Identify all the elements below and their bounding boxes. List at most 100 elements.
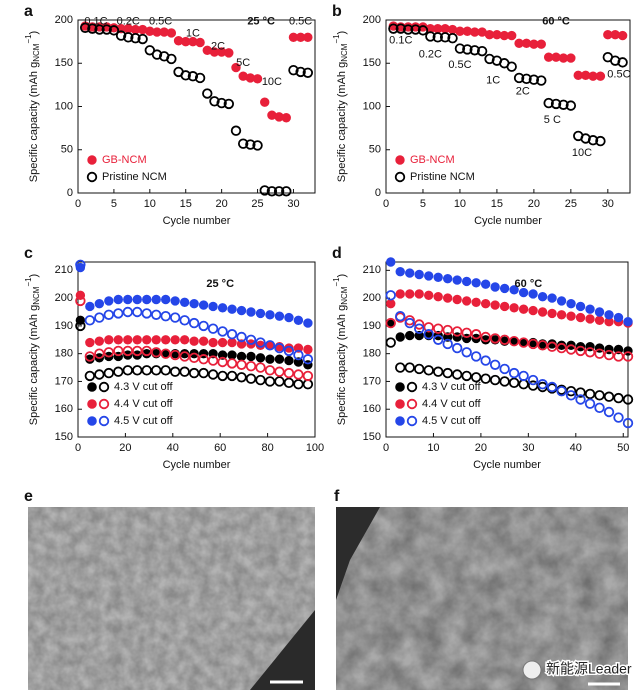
point: [288, 64, 299, 76]
chart: d 0 10 20 30 40 50 150 160 170 180 190 200 210 Cycle n…: [332, 245, 634, 471]
legend-marker: [395, 416, 405, 426]
point: [442, 273, 453, 284]
open-point: [575, 387, 586, 398]
panel-label: f: [334, 488, 340, 505]
legend-label: 4.4 V cut off: [114, 398, 173, 410]
point: [230, 125, 242, 136]
open-point: [94, 312, 105, 323]
x-tick-label: 5: [420, 198, 426, 210]
watermark-icon: [522, 660, 542, 680]
legend-marker: [406, 415, 418, 427]
open-point: [622, 351, 634, 362]
x-tick-label: 0: [383, 442, 389, 454]
point: [499, 301, 510, 312]
x-tick-label: 0: [75, 198, 81, 210]
y-axis-label-text: Specific capacity (mAh g: [336, 62, 348, 182]
open-point: [132, 306, 143, 318]
open-point: [283, 367, 295, 379]
y-axis-label-sup: −1: [332, 34, 341, 44]
open-point: [499, 376, 510, 387]
point: [113, 335, 123, 345]
point: [452, 275, 462, 285]
open-point: [451, 342, 463, 354]
x-tick-label: 30: [522, 442, 534, 454]
point: [236, 339, 247, 349]
legend-label: Pristine NCM: [102, 171, 167, 183]
point: [87, 23, 98, 34]
open-point: [302, 370, 314, 382]
open-point: [226, 329, 238, 340]
open-point: [527, 338, 539, 350]
point: [166, 53, 177, 65]
y-tick-label: 190: [55, 320, 73, 332]
open-point: [132, 365, 143, 376]
point: [227, 337, 237, 348]
point: [537, 292, 548, 302]
open-point: [470, 329, 482, 340]
legend-label: 4.5 V cut off: [114, 415, 173, 427]
open-point: [84, 351, 96, 362]
point: [198, 336, 209, 346]
point: [75, 262, 86, 273]
annotation: 25 °C: [247, 16, 275, 28]
open-point: [594, 402, 605, 414]
point: [246, 351, 256, 362]
open-point: [94, 348, 105, 359]
point: [414, 269, 424, 280]
point: [223, 98, 235, 110]
point: [217, 303, 228, 313]
point: [266, 186, 278, 197]
x-tick-label: 80: [261, 442, 273, 454]
point: [613, 312, 624, 323]
point: [85, 301, 95, 312]
point: [536, 39, 546, 49]
open-point: [198, 320, 209, 332]
legend-marker: [98, 415, 110, 427]
point: [274, 354, 285, 364]
point: [94, 24, 105, 35]
point: [454, 43, 466, 54]
legend-marker: [87, 382, 97, 392]
point: [79, 22, 91, 33]
y-tick-label: 180: [363, 348, 381, 360]
open-point: [385, 337, 396, 348]
y-axis-label-sub: NCM: [32, 286, 41, 305]
open-point: [169, 349, 181, 361]
point: [617, 57, 628, 68]
point: [224, 48, 234, 58]
open-point: [151, 365, 162, 376]
point: [101, 24, 112, 35]
open-point: [404, 317, 415, 329]
open-point: [584, 398, 596, 409]
point: [490, 282, 500, 292]
point: [442, 293, 453, 303]
annotation: 25 °C: [206, 278, 234, 290]
open-point: [603, 391, 615, 402]
x-axis-label: Cycle number: [474, 215, 542, 227]
open-point: [432, 366, 444, 377]
y-axis-label: Specific capacity (mAh gNCM−1): [332, 31, 349, 182]
point: [189, 298, 199, 309]
point: [208, 337, 218, 348]
open-point: [414, 363, 425, 375]
y-tick-label: 200: [55, 292, 73, 304]
chart: a 0 5 10 15 20 25 30 0 50 100 150 200 Cycle number Spe…: [24, 3, 316, 227]
legend-marker: [98, 398, 110, 410]
point: [151, 294, 161, 305]
open-point: [603, 349, 615, 361]
watermark: 新能源Leader: [546, 661, 632, 677]
y-tick-label: 160: [55, 403, 73, 415]
y-tick-label: 150: [55, 431, 73, 443]
y-tick-label: 170: [55, 375, 73, 387]
y-axis-label-text: Specific capacity (mAh g: [28, 305, 40, 425]
y-axis-label-sub: NCM: [340, 43, 349, 62]
y-axis-label-sub: NCM: [32, 43, 41, 62]
y-tick-label: 150: [363, 431, 381, 443]
panel-label: d: [332, 245, 342, 262]
open-point: [293, 369, 304, 380]
chart: b 0 5 10 15 20 25 30 0 50 100 150 200 Cycle number Spe…: [332, 3, 631, 227]
point: [480, 279, 491, 289]
x-tick-label: 20: [528, 198, 540, 210]
point: [198, 300, 209, 310]
open-point: [217, 370, 228, 382]
